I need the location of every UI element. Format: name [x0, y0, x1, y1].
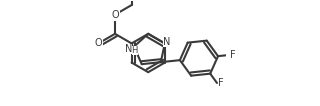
Text: H: H: [132, 46, 138, 55]
Text: F: F: [230, 50, 236, 60]
Text: N: N: [125, 44, 132, 54]
Text: O: O: [111, 10, 119, 20]
Text: F: F: [218, 78, 223, 88]
Text: N: N: [163, 37, 170, 47]
Text: O: O: [95, 38, 102, 48]
